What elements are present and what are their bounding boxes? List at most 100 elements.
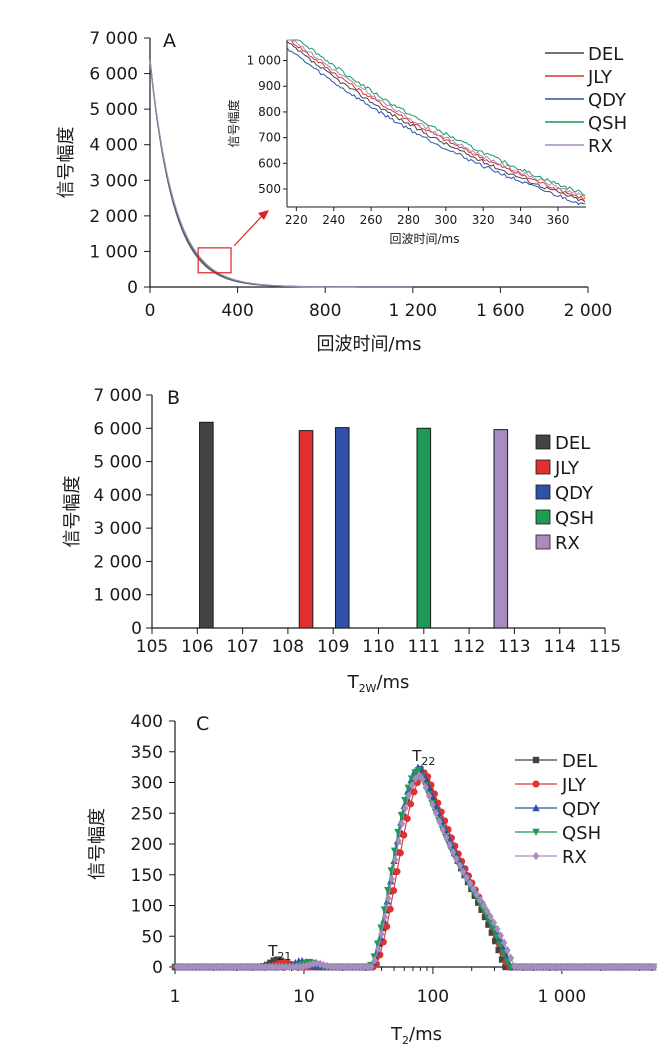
legend-label-del: DEL bbox=[555, 433, 590, 454]
y-tick-label: 300 bbox=[131, 774, 163, 794]
bar-rx bbox=[493, 429, 509, 629]
data-point-del bbox=[495, 946, 502, 954]
legend-label-rx: RX bbox=[588, 136, 613, 157]
legend-swatch-rx bbox=[535, 534, 551, 550]
inset-series-line-rx bbox=[287, 39, 586, 199]
legend-label-qdy: QDY bbox=[562, 799, 601, 820]
data-point-rx bbox=[521, 962, 528, 972]
data-point-rx bbox=[480, 901, 487, 910]
data-point-rx bbox=[620, 962, 627, 972]
legend-marker-rx bbox=[532, 851, 540, 861]
y-tick-label: 4 000 bbox=[89, 136, 138, 156]
y-tick-label: 2 000 bbox=[93, 552, 142, 572]
data-point-qdy bbox=[496, 935, 504, 943]
legend-marker-qsh bbox=[532, 828, 540, 836]
data-point-rx bbox=[255, 962, 263, 972]
data-point-rx bbox=[371, 956, 378, 965]
data-point-rx bbox=[545, 962, 552, 972]
zoom-highlight-box bbox=[197, 247, 232, 274]
data-point-rx bbox=[177, 962, 184, 972]
data-point-rx bbox=[613, 962, 620, 972]
legend-label-jly: JLY bbox=[554, 458, 580, 479]
data-point-rx bbox=[599, 962, 607, 972]
data-point-rx bbox=[470, 884, 477, 894]
data-point-rx bbox=[531, 962, 539, 972]
panel-label: A bbox=[163, 30, 176, 52]
data-point-rx bbox=[453, 854, 460, 864]
data-point-jly bbox=[393, 868, 401, 876]
data-point-rx bbox=[490, 918, 498, 927]
data-point-rx bbox=[368, 962, 375, 971]
y-tick-label: 150 bbox=[131, 866, 163, 886]
y-tick-label: 7 000 bbox=[89, 29, 138, 49]
data-point-rx bbox=[306, 960, 314, 970]
series-line-qsh bbox=[149, 59, 413, 288]
data-point-rx bbox=[456, 861, 464, 870]
data-point-rx bbox=[252, 962, 259, 972]
data-point-rx bbox=[436, 817, 443, 826]
data-point-jly bbox=[403, 815, 411, 823]
data-point-rx bbox=[201, 962, 208, 972]
y-tick-label: 50 bbox=[141, 927, 163, 947]
data-point-rx bbox=[262, 962, 269, 972]
series-line-jly bbox=[149, 61, 413, 288]
data-point-rx bbox=[221, 962, 228, 972]
y-axis-title: 信号幅度 bbox=[87, 808, 108, 880]
data-point-qsh bbox=[486, 919, 494, 927]
data-point-rx bbox=[344, 962, 351, 972]
data-point-rx bbox=[507, 953, 515, 963]
data-point-rx bbox=[514, 962, 521, 972]
data-point-rx bbox=[647, 962, 654, 972]
legend-label-qsh: QSH bbox=[555, 508, 594, 529]
y-axis-title: 信号幅度 bbox=[56, 127, 77, 199]
data-point-rx bbox=[538, 962, 545, 972]
data-point-rx bbox=[242, 962, 249, 972]
bar-jly bbox=[298, 430, 314, 629]
data-point-rx bbox=[650, 962, 658, 972]
data-point-rx bbox=[320, 960, 327, 970]
data-point-rx bbox=[425, 791, 433, 801]
data-point-qsh bbox=[397, 811, 406, 820]
data-point-del bbox=[492, 937, 499, 945]
inset-y-tick-label: 600 bbox=[258, 156, 281, 170]
data-point-rx bbox=[245, 962, 252, 972]
data-point-rx bbox=[228, 962, 235, 972]
bar-qdy bbox=[334, 427, 350, 629]
data-point-rx bbox=[623, 962, 631, 972]
inset-x-tick-label: 240 bbox=[322, 213, 345, 227]
data-point-rx bbox=[357, 962, 365, 972]
data-point-del bbox=[274, 956, 281, 963]
inset-x-tick-label: 280 bbox=[397, 213, 420, 227]
bar-qsh bbox=[416, 427, 432, 629]
data-point-rx bbox=[194, 962, 201, 972]
x-tick-label: 105 bbox=[136, 637, 168, 657]
data-point-rx bbox=[616, 962, 624, 972]
panel-label: C bbox=[196, 713, 209, 735]
data-point-rx bbox=[524, 962, 532, 972]
data-point-rx bbox=[528, 962, 535, 972]
data-point-rx bbox=[548, 962, 556, 972]
inset-x-axis-title: 回波时间/ms bbox=[390, 232, 460, 246]
data-point-rx bbox=[443, 833, 450, 842]
data-point-jly bbox=[400, 831, 408, 839]
y-tick-label: 1 000 bbox=[89, 242, 138, 262]
inset-x-tick-label: 220 bbox=[285, 213, 308, 227]
data-point-rx bbox=[582, 962, 590, 972]
data-point-rx bbox=[637, 962, 644, 972]
inset-y-tick-label: 900 bbox=[258, 79, 281, 93]
data-point-del bbox=[488, 929, 496, 936]
data-point-rx bbox=[299, 962, 307, 971]
y-tick-label: 100 bbox=[131, 897, 163, 917]
data-point-rx bbox=[572, 962, 579, 972]
data-point-rx bbox=[558, 962, 566, 972]
inset-series-line-qsh bbox=[287, 39, 586, 197]
y-tick-label: 6 000 bbox=[93, 419, 142, 439]
data-point-rx bbox=[473, 890, 481, 899]
x-axis-title: T2/ms bbox=[390, 1024, 442, 1047]
x-tick-label: 100 bbox=[417, 987, 449, 1007]
data-point-rx bbox=[184, 962, 191, 972]
data-point-rx bbox=[497, 931, 504, 940]
data-point-jly bbox=[386, 905, 394, 913]
y-tick-label: 400 bbox=[131, 712, 163, 732]
data-point-rx bbox=[238, 962, 245, 972]
